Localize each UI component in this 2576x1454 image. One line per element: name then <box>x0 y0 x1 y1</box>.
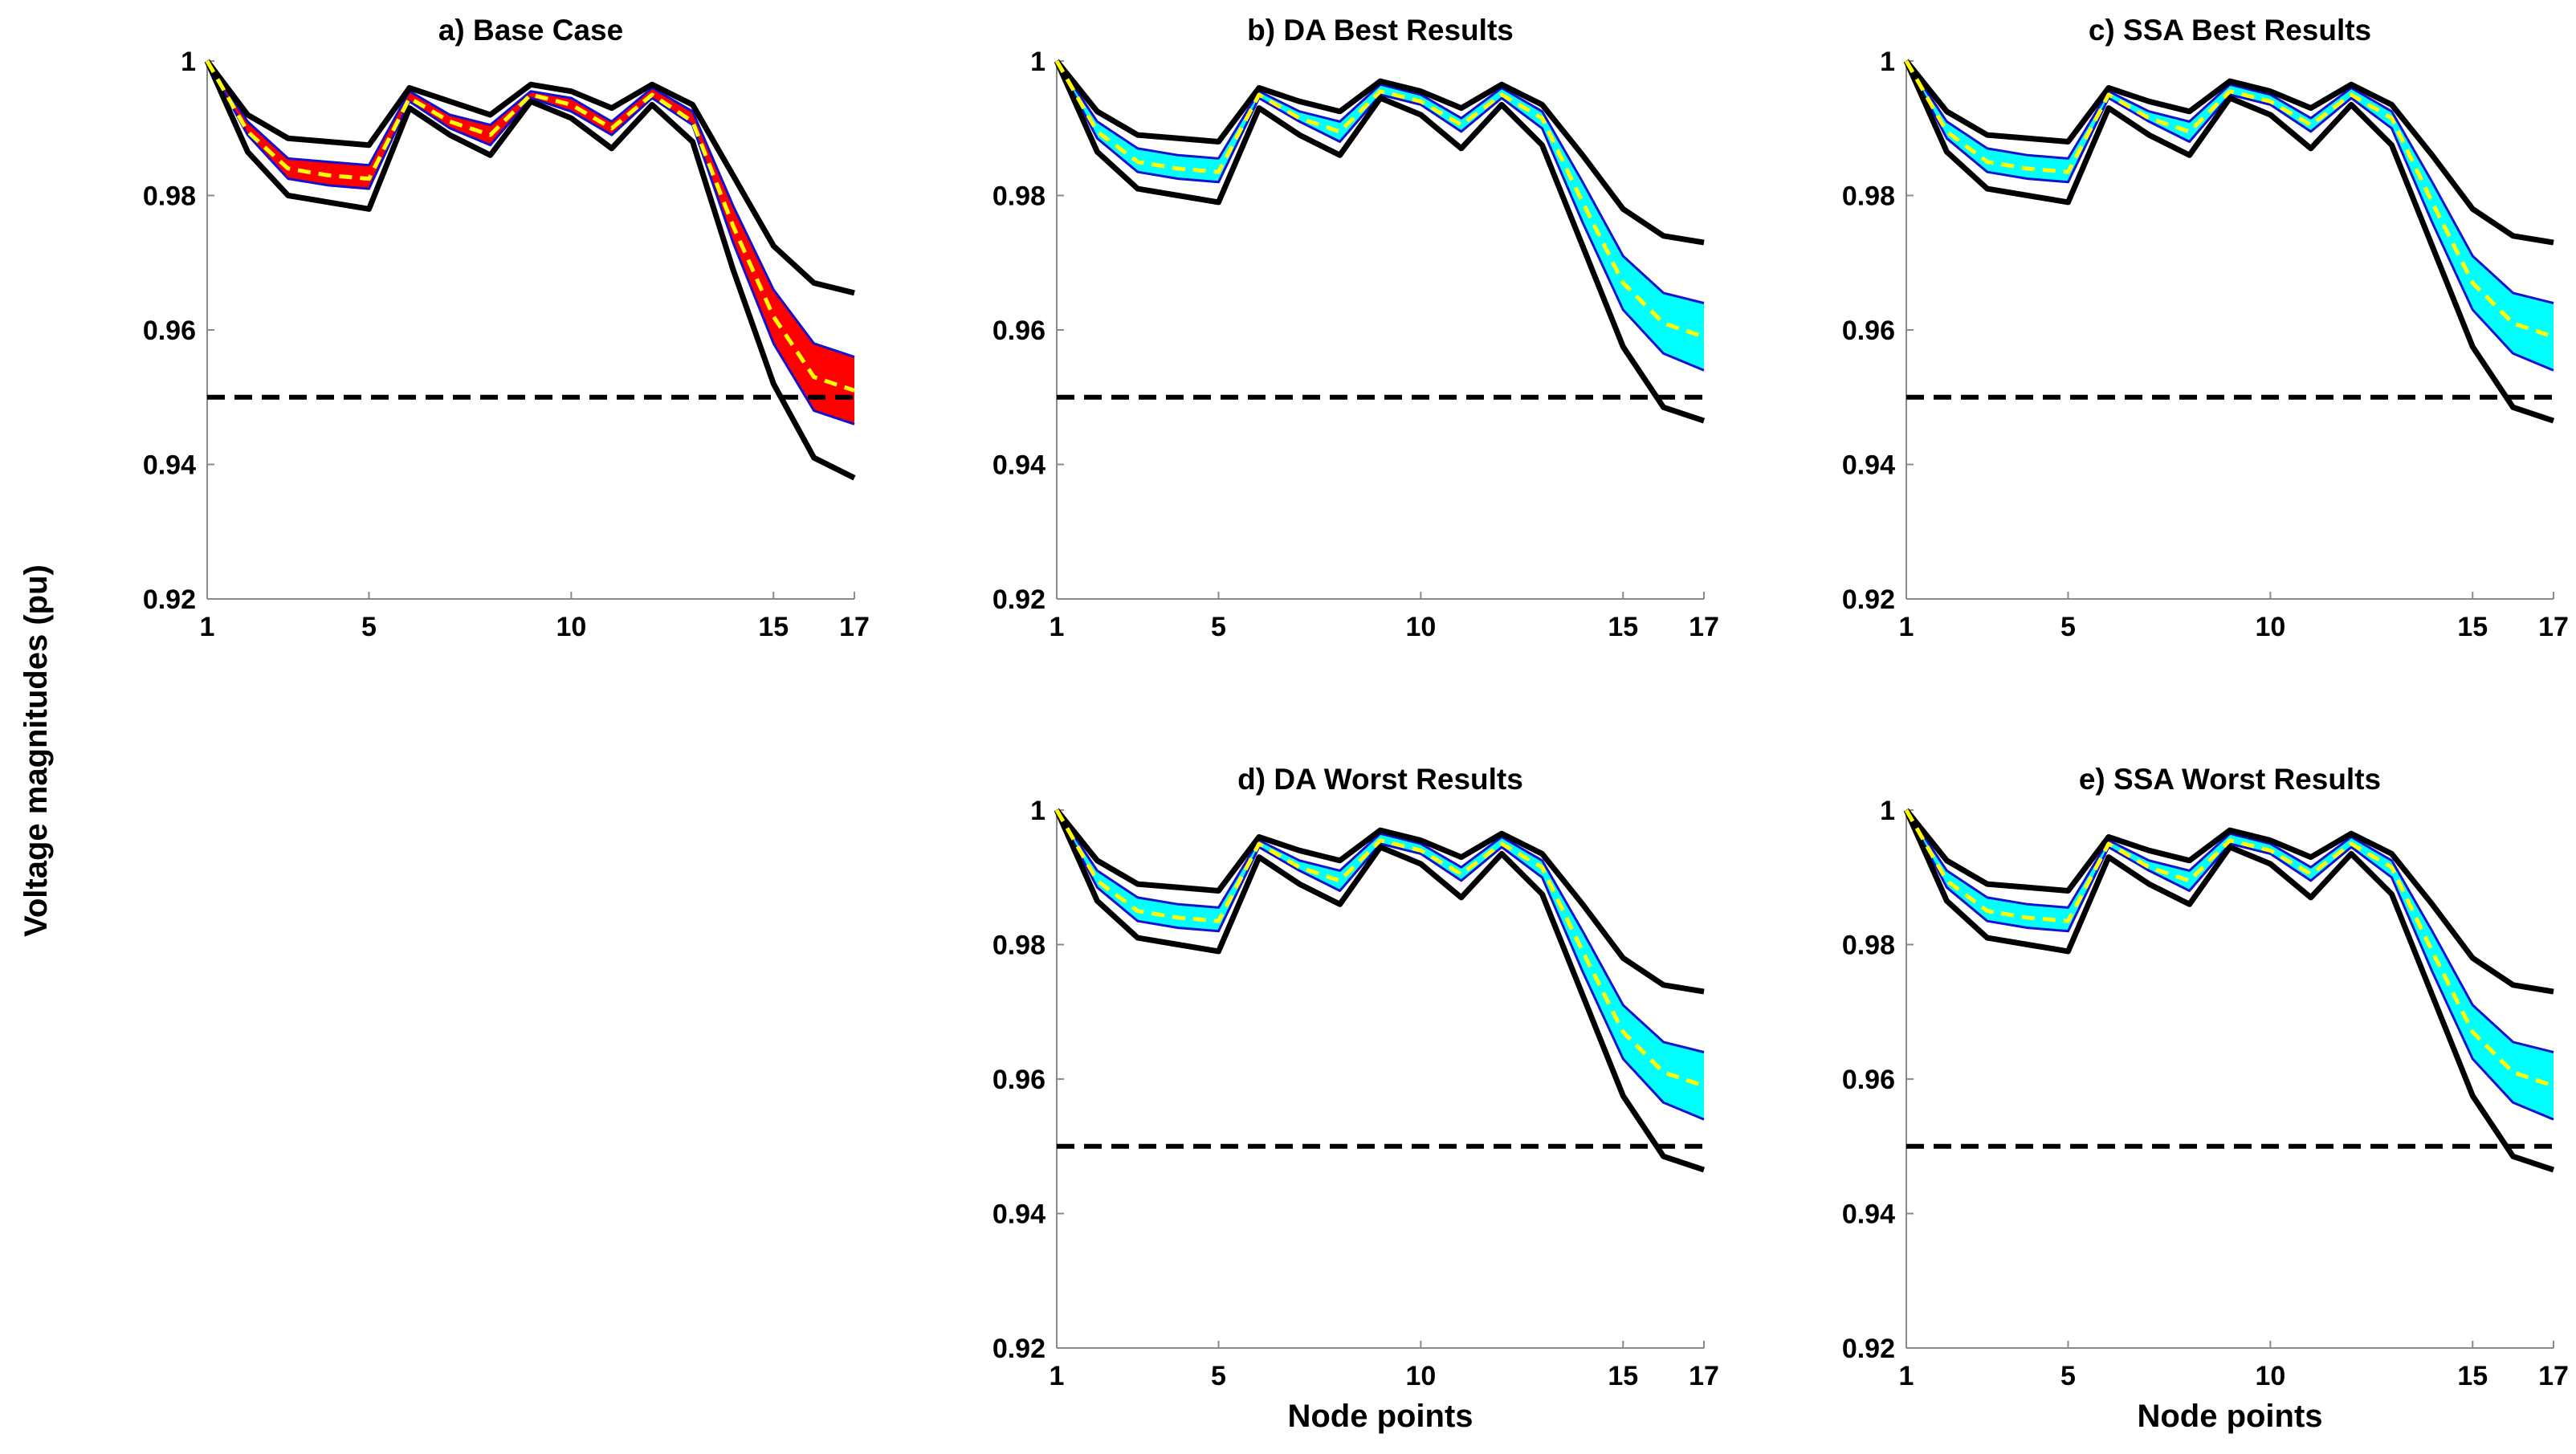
envelope-line <box>1054 59 1705 246</box>
confidence-band <box>207 61 854 425</box>
y-tick-label: 0.94 <box>1842 1199 1895 1230</box>
confidence-band <box>1906 810 2554 1120</box>
mean-line <box>1904 59 2554 339</box>
x-tick-label: 15 <box>758 612 789 642</box>
x-tick-label: 1 <box>1050 612 1065 642</box>
y-tick-label: 0.92 <box>992 584 1045 615</box>
x-tick-label: 1 <box>1899 1361 1914 1391</box>
confidence-band <box>1906 61 2554 371</box>
x-tick-label: 10 <box>2255 612 2285 642</box>
x-tick-label: 5 <box>2060 612 2076 642</box>
envelope-line <box>1904 808 2554 995</box>
band-edge-line <box>1055 809 1705 1121</box>
y-tick-label: 0.98 <box>1842 931 1895 961</box>
x-tick-label: 1 <box>1050 1361 1065 1391</box>
x-tick-label: 1 <box>200 612 215 642</box>
panel-title: e) SSA Worst Results <box>2079 763 2381 796</box>
panel-title: d) DA Worst Results <box>1237 763 1523 796</box>
envelope-line <box>1903 808 2555 1173</box>
x-axis-label: Node points <box>1287 1399 1473 1434</box>
y-tick-label: 0.94 <box>1842 450 1895 481</box>
mean-line <box>1904 808 2554 1088</box>
x-tick-label: 10 <box>1405 612 1436 642</box>
band-edge-line <box>1905 809 2554 1121</box>
y-tick-label: 0.96 <box>992 316 1045 346</box>
y-tick-label: 0.92 <box>1842 1334 1895 1364</box>
y-tick-label: 0.92 <box>143 584 196 615</box>
y-tick-label: 1 <box>1880 796 1895 826</box>
y-tick-label: 1 <box>1030 796 1045 826</box>
band-edge-line <box>1055 60 1705 372</box>
y-tick-label: 0.98 <box>992 931 1045 961</box>
x-tick-label: 1 <box>1899 612 1914 642</box>
y-tick-label: 0.98 <box>992 181 1045 212</box>
envelope-line <box>1054 808 1706 1173</box>
y-tick-label: 0.96 <box>1842 1065 1895 1095</box>
x-tick-label: 10 <box>1405 1361 1436 1391</box>
envelope-line <box>204 59 856 481</box>
x-tick-label: 5 <box>1211 612 1226 642</box>
x-tick-label: 10 <box>2255 1361 2285 1391</box>
x-tick-label: 17 <box>839 612 870 642</box>
figure-y-axis-label: Voltage magnitudes (pu) <box>18 564 54 937</box>
envelope-line <box>1054 808 1705 995</box>
y-tick-label: 1 <box>181 47 196 77</box>
envelope-line <box>1903 59 2555 424</box>
y-tick-label: 0.94 <box>143 450 196 481</box>
x-tick-label: 5 <box>1211 1361 1226 1391</box>
x-tick-label: 17 <box>2538 612 2569 642</box>
envelope-line <box>1904 59 2554 246</box>
x-tick-label: 5 <box>2060 1361 2076 1391</box>
y-tick-label: 0.96 <box>1842 316 1895 346</box>
y-tick-label: 0.92 <box>1842 584 1895 615</box>
y-tick-label: 0.94 <box>992 450 1045 481</box>
y-tick-label: 0.96 <box>992 1065 1045 1095</box>
x-tick-label: 17 <box>2538 1361 2569 1391</box>
x-tick-label: 15 <box>2457 612 2488 642</box>
x-tick-label: 17 <box>1689 1361 1719 1391</box>
x-tick-label: 17 <box>1689 612 1719 642</box>
y-tick-label: 0.96 <box>143 316 196 346</box>
mean-line <box>1054 59 1705 339</box>
envelope-line <box>205 59 855 296</box>
y-tick-label: 0.98 <box>143 181 196 212</box>
band-edge-line <box>1905 60 2554 372</box>
x-tick-label: 5 <box>361 612 377 642</box>
band-edge-line <box>206 60 855 426</box>
x-tick-label: 10 <box>556 612 586 642</box>
band-edge-line <box>206 60 855 358</box>
x-tick-label: 15 <box>1608 612 1638 642</box>
y-tick-label: 1 <box>1030 47 1045 77</box>
y-tick-label: 0.94 <box>992 1199 1045 1230</box>
y-tick-label: 1 <box>1880 47 1895 77</box>
mean-line <box>1054 808 1705 1088</box>
envelope-line <box>1054 59 1706 424</box>
x-tick-label: 15 <box>1608 1361 1638 1391</box>
y-tick-label: 0.92 <box>992 1334 1045 1364</box>
confidence-band <box>1057 810 1704 1120</box>
panel-title: c) SSA Best Results <box>2089 14 2371 47</box>
x-axis-label: Node points <box>2137 1399 2322 1434</box>
panel-title: a) Base Case <box>438 14 623 47</box>
x-tick-label: 15 <box>2457 1361 2488 1391</box>
panel-title: b) DA Best Results <box>1247 14 1514 47</box>
y-tick-label: 0.98 <box>1842 181 1895 212</box>
confidence-band <box>1057 61 1704 371</box>
